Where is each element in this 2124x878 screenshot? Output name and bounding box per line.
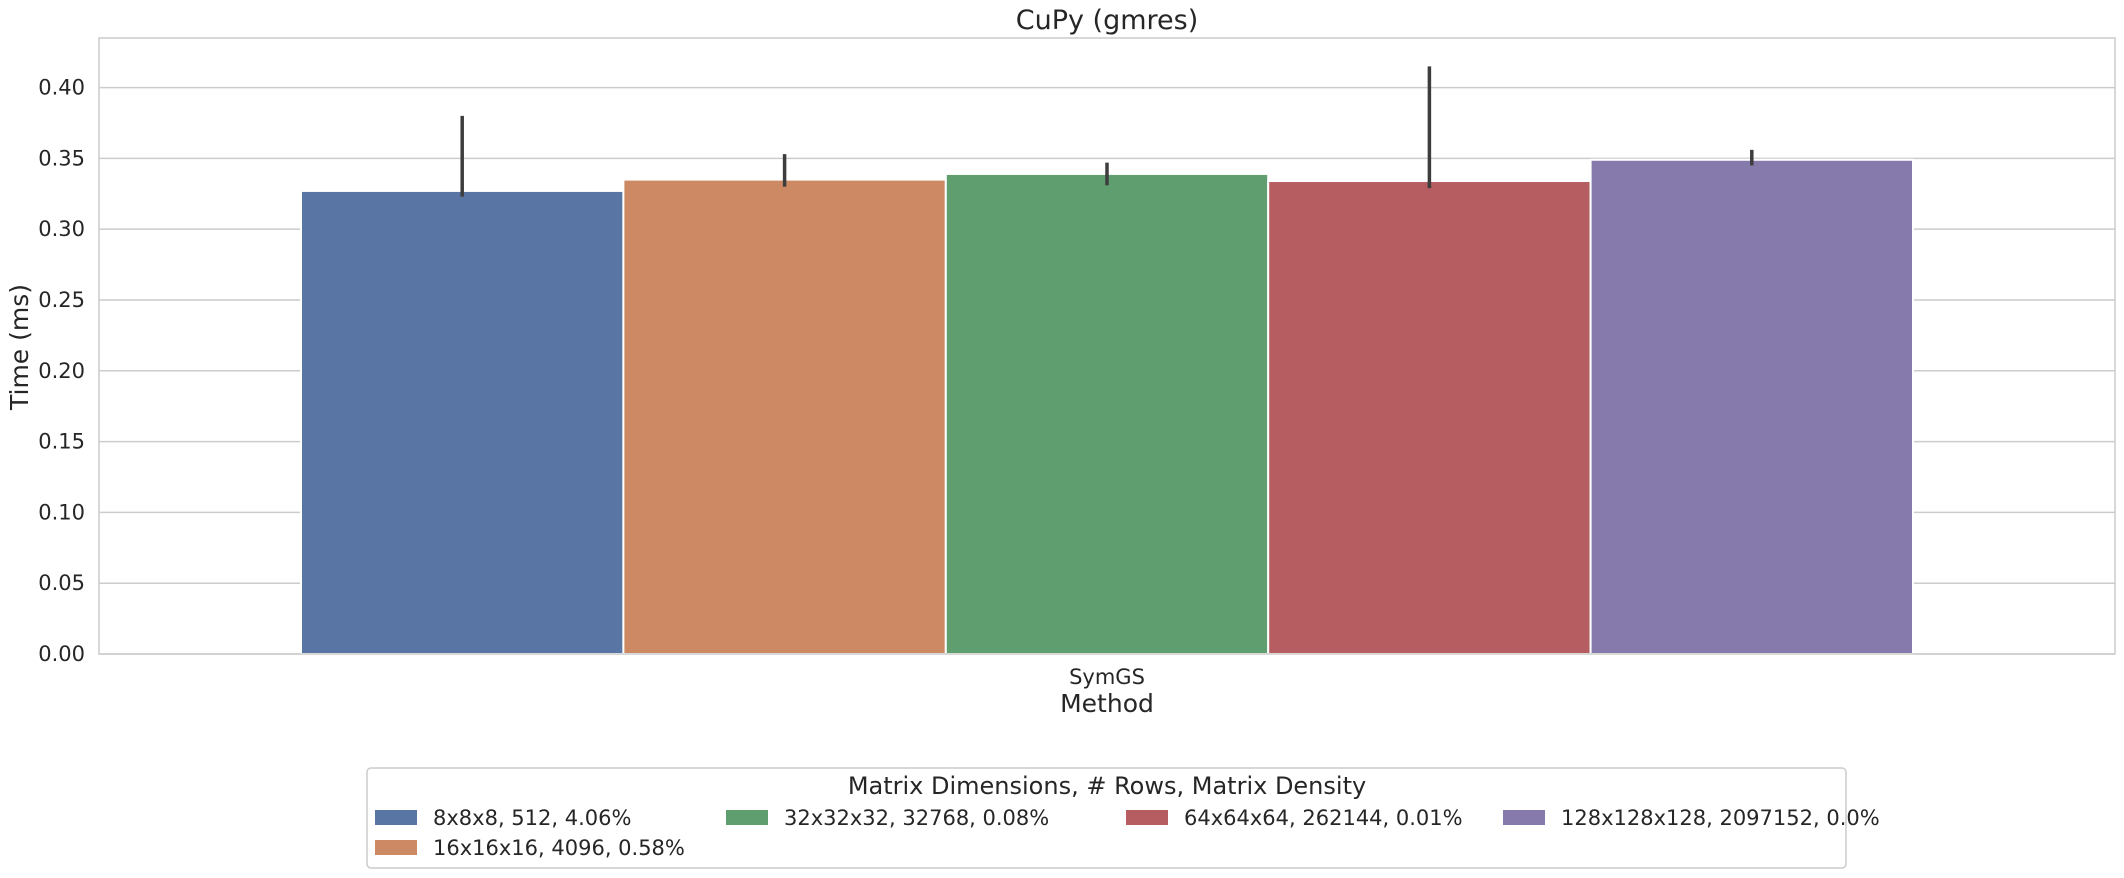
legend-swatch xyxy=(375,840,417,855)
y-tick-label: 0.35 xyxy=(38,146,85,170)
legend-item: 8x8x8, 512, 4.06% xyxy=(375,806,631,830)
y-tick-label: 0.20 xyxy=(38,359,85,383)
legend-label: 16x16x16, 4096, 0.58% xyxy=(433,836,685,860)
legend-swatch xyxy=(1503,810,1545,825)
legend-item: 16x16x16, 4096, 0.58% xyxy=(375,836,685,860)
y-tick-label: 0.15 xyxy=(38,430,85,454)
y-axis-title: Time (ms) xyxy=(5,284,34,411)
legend-items: 8x8x8, 512, 4.06% 16x16x16, 4096, 0.58% 32… xyxy=(375,806,1880,860)
y-tick-label: 0.10 xyxy=(38,500,85,524)
plot-frame xyxy=(98,37,2116,655)
legend-frame xyxy=(366,767,1847,869)
legend-label: 64x64x64, 262144, 0.01% xyxy=(1184,806,1463,830)
legend-label: 8x8x8, 512, 4.06% xyxy=(433,806,631,830)
bars xyxy=(300,158,1914,655)
x-tick-label: SymGS xyxy=(1069,665,1145,689)
legend-label: 128x128x128, 2097152, 0.0% xyxy=(1561,806,1880,830)
legend-swatch xyxy=(726,810,768,825)
bar xyxy=(622,178,947,655)
x-axis-title: Method xyxy=(1060,689,1154,718)
y-tick-label: 0.05 xyxy=(38,571,85,595)
y-tick-labels: 0.00 0.05 0.10 0.15 0.20 0.25 0.30 0.35 0.40 xyxy=(38,76,85,666)
legend-item: 32x32x32, 32768, 0.08% xyxy=(726,806,1049,830)
legend-swatch xyxy=(375,810,417,825)
legend-label: 32x32x32, 32768, 0.08% xyxy=(784,806,1049,830)
y-tick-label: 0.25 xyxy=(38,288,85,312)
legend-title: Matrix Dimensions, # Rows, Matrix Densit… xyxy=(848,772,1366,800)
y-tick-label: 0.40 xyxy=(38,76,85,100)
error-bars xyxy=(460,66,1754,197)
x-tick-labels: SymGS xyxy=(1069,665,1145,689)
legend-item: 128x128x128, 2097152, 0.0% xyxy=(1503,806,1880,830)
chart-title: CuPy (gmres) xyxy=(1016,5,1199,36)
bar xyxy=(1589,158,1914,655)
bar xyxy=(944,172,1270,655)
y-tick-label: 0.30 xyxy=(38,217,85,241)
legend-swatch xyxy=(1126,810,1168,825)
bar xyxy=(1267,180,1592,655)
legend-item: 64x64x64, 262144, 0.01% xyxy=(1126,806,1463,830)
bar xyxy=(300,189,625,655)
y-tick-label: 0.00 xyxy=(38,642,85,666)
legend: Matrix Dimensions, # Rows, Matrix Densit… xyxy=(366,767,1880,869)
